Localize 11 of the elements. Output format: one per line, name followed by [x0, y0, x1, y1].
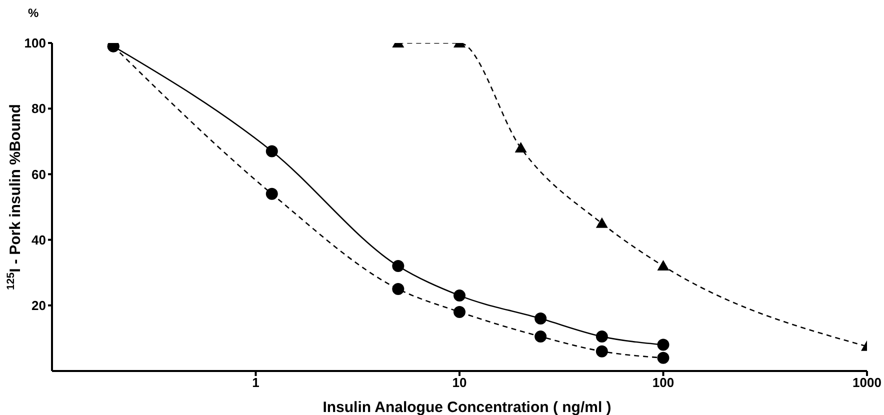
- x-tick-label: 1: [252, 375, 260, 390]
- y-tick-label: 60: [32, 166, 46, 182]
- text: %: [28, 6, 39, 20]
- x-tick-label: 1000: [852, 375, 882, 390]
- x-tick-label: 10: [452, 375, 467, 390]
- x-axis-title: Insulin Analogue Concentration ( ng/ml ): [322, 399, 612, 415]
- y-tick-label: 20: [32, 298, 46, 314]
- y-tick-label: 80: [32, 101, 46, 116]
- x-tick-label: 100: [652, 375, 674, 390]
- y-tick-label: 40: [32, 232, 46, 248]
- y-tick-label: 100: [24, 36, 46, 51]
